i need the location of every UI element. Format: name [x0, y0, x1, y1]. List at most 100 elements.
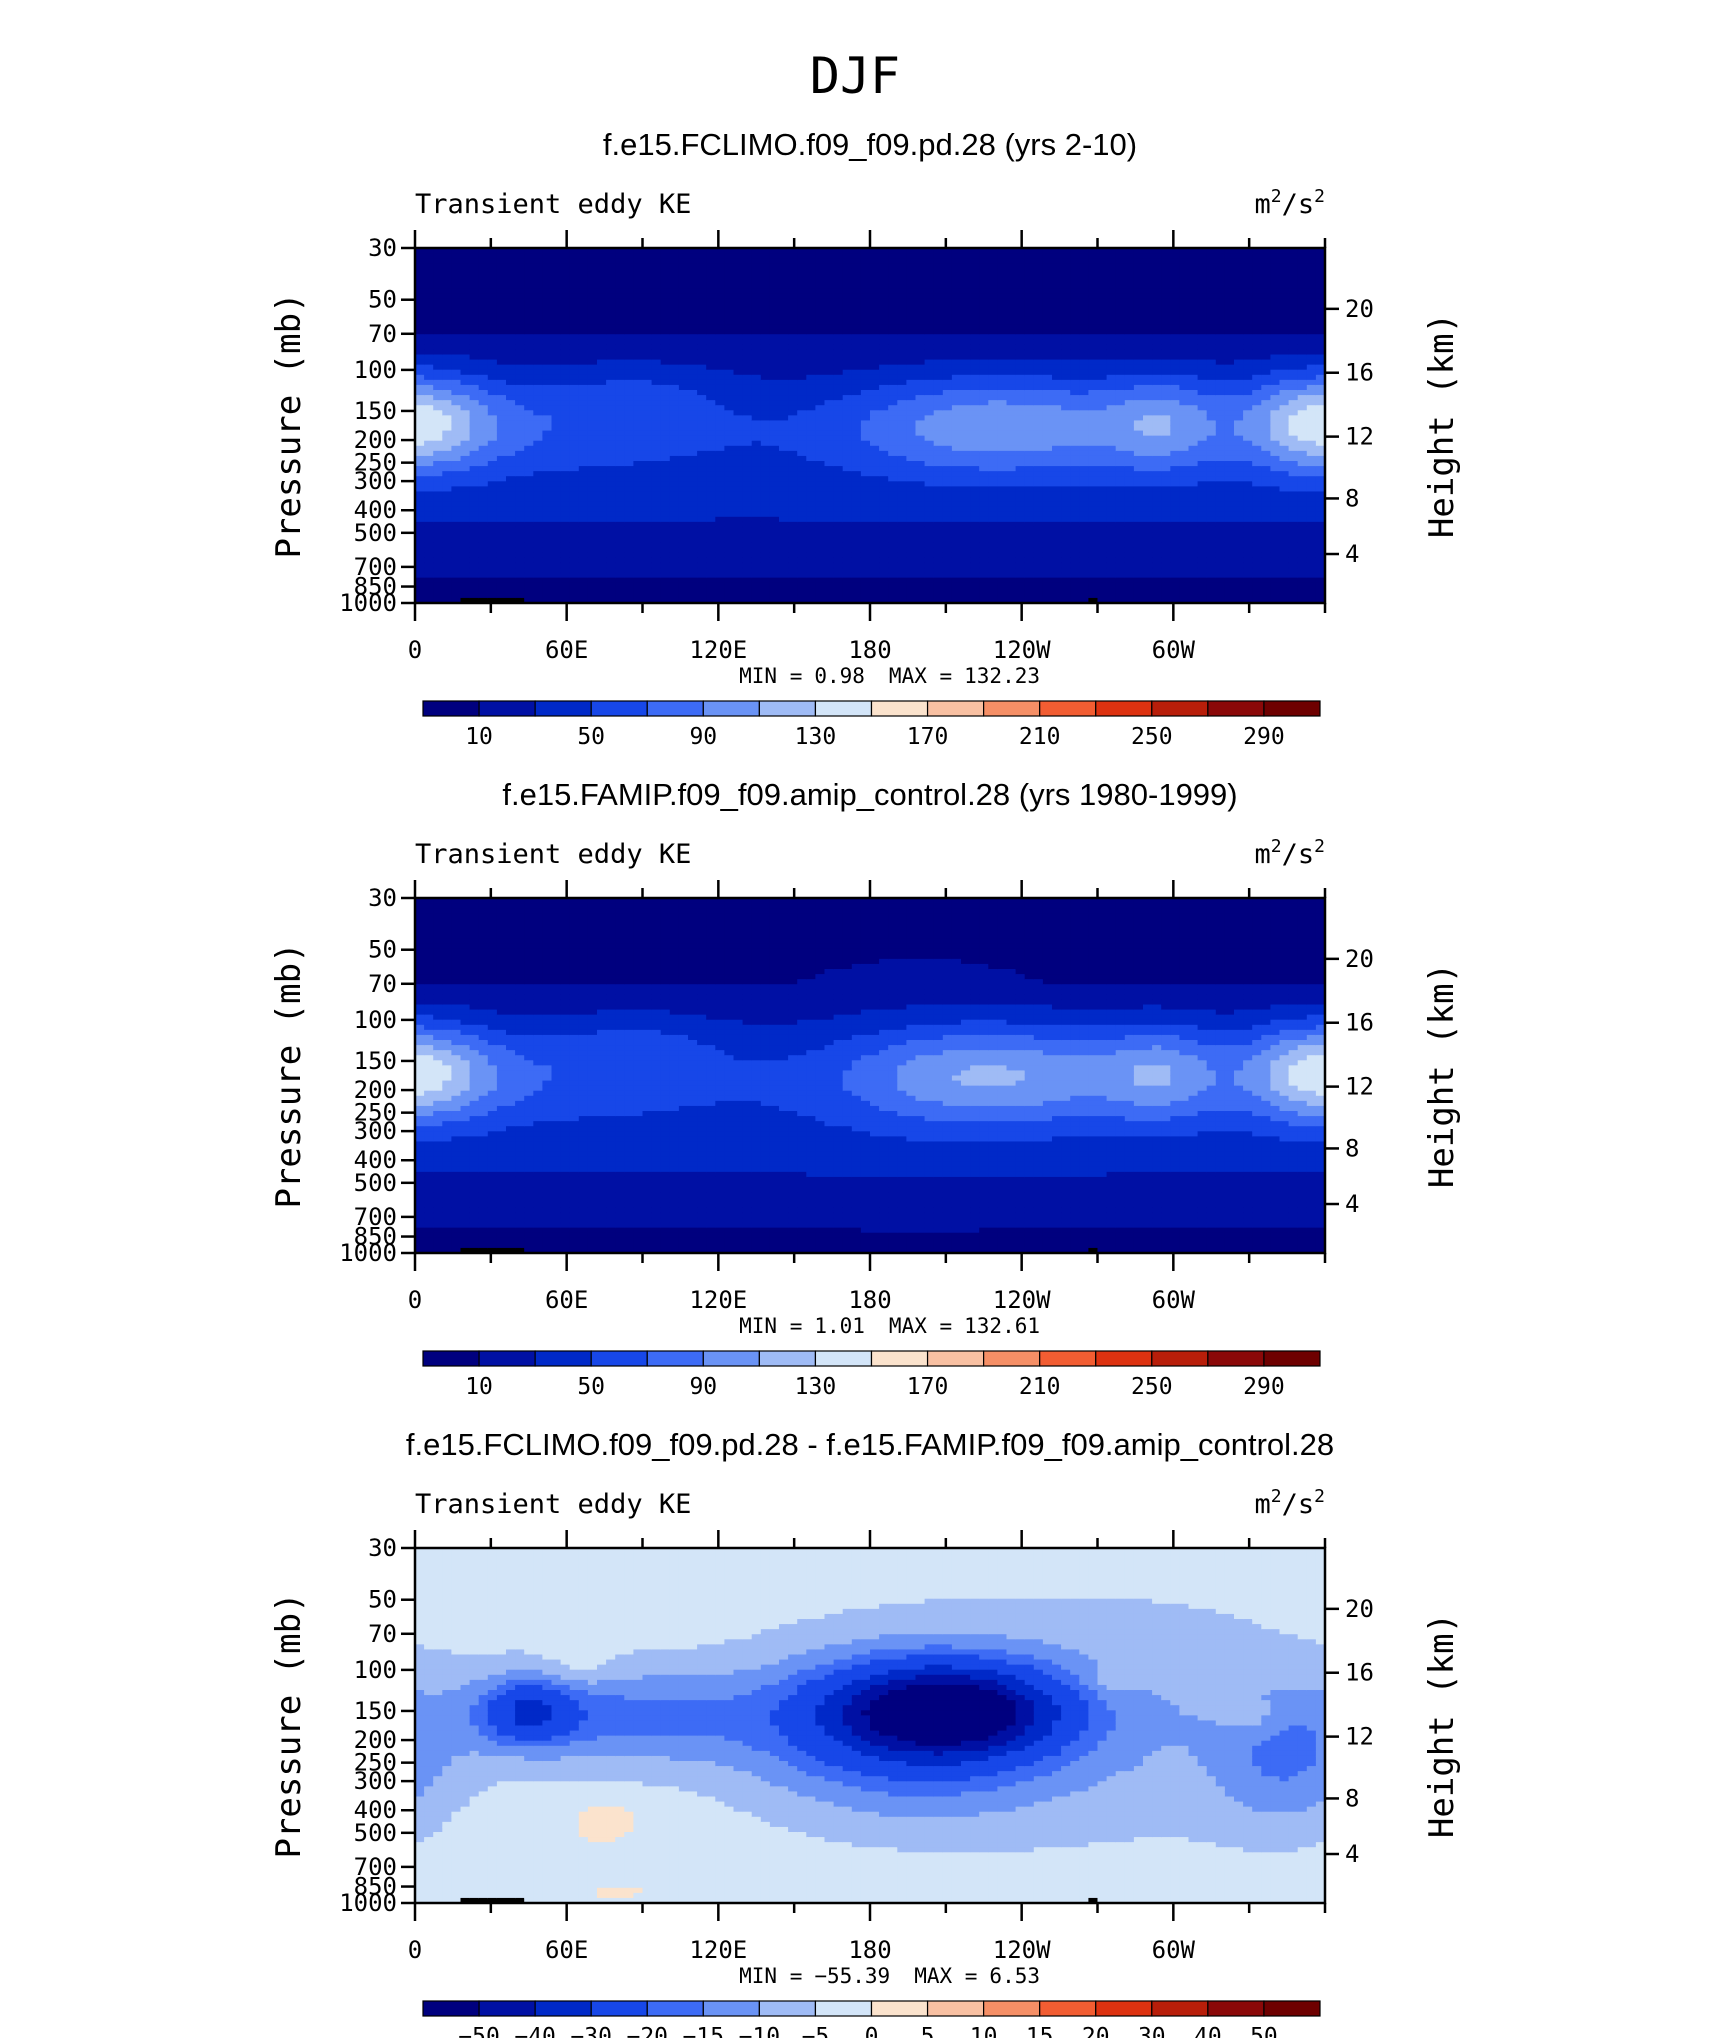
colorbar-box — [758, 700, 817, 717]
colorbar-box — [814, 700, 873, 717]
colorbar-box — [1095, 1350, 1153, 1367]
colorbar-box — [983, 2000, 1041, 2017]
y-tick-label: 100 — [354, 1006, 397, 1034]
panel-3: f.e15.FCLIMO.f09_f09.pd.28 - f.e15.FAMIP… — [269, 1427, 1462, 2038]
colorbar: −50 −40 −30 −20 −15 −10 −5 0 5 10 15 20 30 40 50 — [422, 2000, 1321, 2038]
y-tick-label: 250 — [354, 449, 397, 477]
colorbar-box — [983, 1350, 1041, 1367]
y-tick-label: 1000 — [339, 589, 397, 617]
y-tick-label: 200 — [354, 426, 397, 454]
y-right-tick-label: 20 — [1345, 945, 1374, 973]
y-right-tick-label: 4 — [1345, 1840, 1359, 1868]
colorbar-box — [1263, 2000, 1321, 2017]
x-tick-label: 60W — [1152, 1936, 1196, 1964]
y-tick-label: 500 — [354, 519, 397, 547]
colorbar-box — [478, 700, 536, 717]
colorbar-box — [926, 700, 985, 717]
colorbar-box — [590, 2000, 648, 2017]
colorbar-label: 10 — [465, 1374, 493, 1400]
x-tick-label: 0 — [408, 1936, 422, 1964]
x-tick-label: 180 — [848, 1286, 891, 1314]
y-tick-label: 300 — [354, 467, 397, 495]
y-tick-label: 850 — [354, 1873, 397, 1901]
colorbar-label: 15 — [1026, 2024, 1054, 2038]
colorbar-box — [422, 2000, 480, 2017]
colorbar-box — [1151, 2000, 1209, 2017]
colorbar-label: −5 — [802, 2024, 830, 2038]
colorbar-box — [983, 700, 1041, 717]
colorbar: 10 50 90 130 170 210 250 290 — [422, 1350, 1321, 1400]
colorbar-box — [814, 1350, 873, 1367]
y-right-tick-label: 16 — [1345, 1009, 1374, 1037]
colorbar-box — [590, 700, 648, 717]
y-right-tick-label: 16 — [1345, 359, 1374, 387]
y-tick-label: 70 — [368, 1620, 397, 1648]
y-right-tick-label: 20 — [1345, 295, 1374, 323]
colorbar-label: 250 — [1131, 724, 1173, 750]
colorbar-box — [1039, 2000, 1097, 2017]
y-right-tick-label: 16 — [1345, 1659, 1374, 1687]
colorbar-box — [422, 700, 480, 717]
page-title: DJF — [810, 47, 900, 105]
y-tick-label: 150 — [354, 1047, 397, 1075]
y-tick-label: 250 — [354, 1099, 397, 1127]
colorbar-box — [926, 1350, 985, 1367]
colorbar-box — [702, 1350, 760, 1367]
colorbar-box — [1207, 2000, 1265, 2017]
colorbar-label: 250 — [1131, 1374, 1173, 1400]
colorbar-label: 50 — [1250, 2024, 1278, 2038]
colorbar-box — [1263, 700, 1321, 717]
colorbar-label: −30 — [570, 2024, 612, 2038]
x-tick-label: 180 — [848, 1936, 891, 1964]
colorbar-box — [758, 1350, 817, 1367]
colorbar-label: 130 — [795, 1374, 837, 1400]
x-tick-label: 60E — [545, 1286, 588, 1314]
y-tick-label: 30 — [368, 1534, 397, 1562]
colorbar-label: 0 — [865, 2024, 879, 2038]
x-tick-label: 120W — [993, 1936, 1051, 1964]
units-label: m2/s2 — [1255, 186, 1325, 220]
y-tick-label: 70 — [368, 970, 397, 998]
contour-field — [415, 1548, 1325, 1903]
panel-title: f.e15.FCLIMO.f09_f09.pd.28 (yrs 2-10) — [603, 127, 1137, 162]
y-tick-label: 100 — [354, 356, 397, 384]
y-tick-label: 30 — [368, 884, 397, 912]
y-tick-label: 100 — [354, 1656, 397, 1684]
colorbar-label: 30 — [1138, 2024, 1166, 2038]
colorbar-box — [870, 1350, 929, 1367]
y-tick-label: 150 — [354, 1697, 397, 1725]
y-tick-label: 50 — [368, 286, 397, 314]
colorbar-box — [478, 1350, 536, 1367]
x-tick-label: 60E — [545, 636, 588, 664]
panel-2: f.e15.FAMIP.f09_f09.amip_control.28 (yrs… — [269, 777, 1462, 1400]
x-tick-label: 60E — [545, 1936, 588, 1964]
y-tick-label: 400 — [354, 1796, 397, 1824]
y-tick-label: 50 — [368, 936, 397, 964]
colorbar-label: 210 — [1019, 1374, 1061, 1400]
y-axis-label: Pressure (mb) — [269, 942, 309, 1208]
colorbar-box — [1207, 1350, 1265, 1367]
colorbar-box — [534, 2000, 592, 2017]
colorbar-label: 20 — [1082, 2024, 1110, 2038]
y-tick-label: 250 — [354, 1749, 397, 1777]
colorbar-label: 10 — [465, 724, 493, 750]
variable-label: Transient eddy KE — [415, 189, 691, 220]
colorbar-box — [590, 1350, 648, 1367]
panel-title: f.e15.FAMIP.f09_f09.amip_control.28 (yrs… — [502, 777, 1237, 812]
y-right-axis-label: Height (km) — [1422, 963, 1462, 1188]
y-tick-label: 1000 — [339, 1889, 397, 1917]
x-tick-label: 120E — [689, 636, 747, 664]
colorbar-label: 10 — [970, 2024, 998, 2038]
colorbar-label: 170 — [907, 1374, 949, 1400]
y-tick-label: 850 — [354, 1223, 397, 1251]
y-tick-label: 30 — [368, 234, 397, 262]
y-tick-label: 500 — [354, 1169, 397, 1197]
y-right-axis-label: Height (km) — [1422, 1613, 1462, 1838]
panel-1: f.e15.FCLIMO.f09_f09.pd.28 (yrs 2-10) Tra… — [269, 127, 1462, 750]
min-max-label: MIN = 0.98 MAX = 132.23 — [739, 664, 1040, 688]
y-tick-label: 400 — [354, 1146, 397, 1174]
min-max-label: MIN = −55.39 MAX = 6.53 — [739, 1964, 1040, 1988]
y-right-tick-label: 12 — [1345, 1723, 1374, 1751]
colorbar-box — [926, 2000, 985, 2017]
